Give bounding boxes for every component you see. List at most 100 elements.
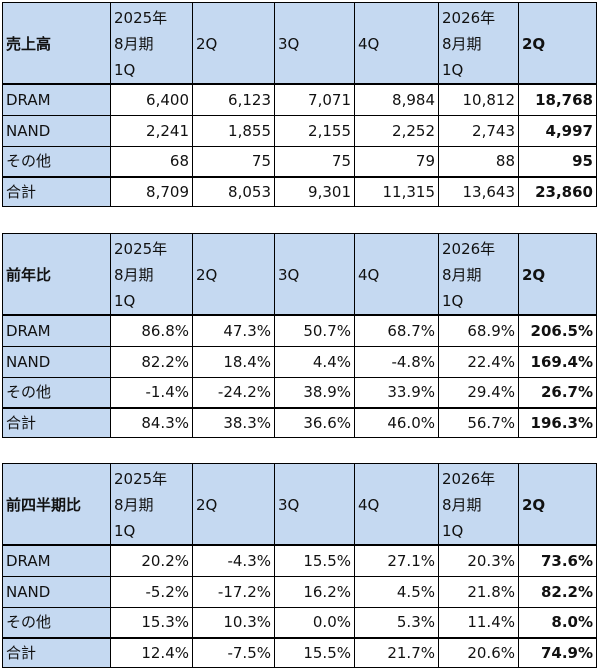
header-2026-1q: 2026年 8月期 1Q (438, 233, 519, 316)
cell: 68 (110, 145, 193, 178)
header-4q: 4Q (354, 2, 439, 85)
cell: 26.7% (518, 376, 597, 409)
total-row: 合計 12.4% -7.5% 15.5% 21.7% 20.6% 74.9% (2, 637, 597, 668)
cell: 8,984 (354, 83, 439, 116)
header-2026-2q: 2Q (518, 2, 597, 85)
header-2026-1q: 2026年 8月期 1Q (438, 463, 519, 546)
cell: 47.3% (192, 314, 275, 347)
cell: 23,860 (518, 176, 597, 207)
table-row: DRAM 6,400 6,123 7,071 8,984 10,812 18,7… (2, 83, 597, 116)
table-row: その他 -1.4% -24.2% 38.9% 33.9% 29.4% 26.7% (2, 376, 597, 409)
header-row: 前年比 2025年 8月期 1Q 2Q 3Q 4Q 2026年 8月期 1Q 2Q (2, 233, 597, 316)
cell: 38.3% (192, 407, 275, 438)
cell: 4,997 (518, 114, 597, 147)
cell: 46.0% (354, 407, 439, 438)
cell: 169.4% (518, 345, 597, 378)
header-4q: 4Q (354, 233, 439, 316)
cell: 68.7% (354, 314, 439, 347)
row-label: 合計 (2, 407, 111, 438)
cell: 95 (518, 145, 597, 178)
header-row: 売上高 2025年 8月期 1Q 2Q 3Q 4Q 2026年 8月期 1Q 2Q (2, 2, 597, 85)
cell: 10,812 (438, 83, 519, 116)
cell: 13,643 (438, 176, 519, 207)
cell: 10.3% (192, 606, 275, 639)
cell: 50.7% (274, 314, 355, 347)
cell: -4.8% (354, 345, 439, 378)
cell: 75 (192, 145, 275, 178)
header-2025-1q: 2025年 8月期 1Q (110, 2, 193, 85)
table-row: NAND 82.2% 18.4% 4.4% -4.8% 22.4% 169.4% (2, 345, 597, 378)
cell: 15.5% (274, 637, 355, 668)
cell: 56.7% (438, 407, 519, 438)
row-label: NAND (2, 345, 111, 378)
table-title: 前年比 (2, 233, 111, 316)
cell: 196.3% (518, 407, 597, 438)
row-label: NAND (2, 114, 111, 147)
cell: 1,855 (192, 114, 275, 147)
cell: 8.0% (518, 606, 597, 639)
table-row: NAND -5.2% -17.2% 16.2% 4.5% 21.8% 82.2% (2, 575, 597, 608)
cell: 82.2% (110, 345, 193, 378)
cell: 75 (274, 145, 355, 178)
cell: 74.9% (518, 637, 597, 668)
table-title: 前四半期比 (2, 463, 111, 546)
cell: 15.3% (110, 606, 193, 639)
cell: 11.4% (438, 606, 519, 639)
cell: -5.2% (110, 575, 193, 608)
cell: 2,252 (354, 114, 439, 147)
cell: 8,053 (192, 176, 275, 207)
cell: -7.5% (192, 637, 275, 668)
cell: 8,709 (110, 176, 193, 207)
cell: 9,301 (274, 176, 355, 207)
cell: -17.2% (192, 575, 275, 608)
row-label: DRAM (2, 83, 111, 116)
row-label: DRAM (2, 544, 111, 577)
sales-table: 売上高 2025年 8月期 1Q 2Q 3Q 4Q 2026年 8月期 1Q 2Q DR… (2, 2, 597, 207)
cell: 86.8% (110, 314, 193, 347)
cell: 73.6% (518, 544, 597, 577)
row-label: その他 (2, 606, 111, 639)
table-row: その他 15.3% 10.3% 0.0% 5.3% 11.4% 8.0% (2, 606, 597, 639)
row-label: その他 (2, 145, 111, 178)
cell: 88 (438, 145, 519, 178)
total-row: 合計 84.3% 38.3% 36.6% 46.0% 56.7% 196.3% (2, 407, 597, 438)
row-label: NAND (2, 575, 111, 608)
cell: 4.4% (274, 345, 355, 378)
cell: 7,071 (274, 83, 355, 116)
qoq-table: 前四半期比 2025年 8月期 1Q 2Q 3Q 4Q 2026年 8月期 1Q 2Q … (2, 463, 597, 668)
row-label: 合計 (2, 637, 111, 668)
header-row: 前四半期比 2025年 8月期 1Q 2Q 3Q 4Q 2026年 8月期 1Q 2Q (2, 463, 597, 546)
cell: 206.5% (518, 314, 597, 347)
cell: 20.3% (438, 544, 519, 577)
cell: 84.3% (110, 407, 193, 438)
yoy-table: 前年比 2025年 8月期 1Q 2Q 3Q 4Q 2026年 8月期 1Q 2Q DR… (2, 233, 597, 438)
cell: 68.9% (438, 314, 519, 347)
cell: 22.4% (438, 345, 519, 378)
row-label: DRAM (2, 314, 111, 347)
cell: 2,743 (438, 114, 519, 147)
header-4q: 4Q (354, 463, 439, 546)
cell: 11,315 (354, 176, 439, 207)
cell: 6,400 (110, 83, 193, 116)
cell: 5.3% (354, 606, 439, 639)
cell: 20.2% (110, 544, 193, 577)
header-2q: 2Q (192, 233, 275, 316)
cell: 6,123 (192, 83, 275, 116)
header-3q: 3Q (274, 2, 355, 85)
cell: 36.6% (274, 407, 355, 438)
cell: 33.9% (354, 376, 439, 409)
header-3q: 3Q (274, 463, 355, 546)
cell: 29.4% (438, 376, 519, 409)
table-title: 売上高 (2, 2, 111, 85)
cell: 21.7% (354, 637, 439, 668)
cell: -24.2% (192, 376, 275, 409)
cell: 79 (354, 145, 439, 178)
cell: 27.1% (354, 544, 439, 577)
cell: 2,241 (110, 114, 193, 147)
total-row: 合計 8,709 8,053 9,301 11,315 13,643 23,86… (2, 176, 597, 207)
cell: 20.6% (438, 637, 519, 668)
header-3q: 3Q (274, 233, 355, 316)
cell: -4.3% (192, 544, 275, 577)
cell: 18.4% (192, 345, 275, 378)
cell: 4.5% (354, 575, 439, 608)
